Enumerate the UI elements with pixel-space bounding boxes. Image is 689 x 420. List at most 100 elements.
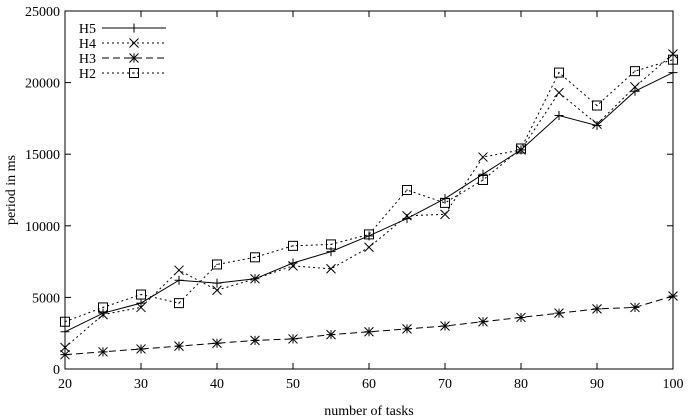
- data-point-h2-dot: [330, 243, 332, 246]
- data-point-h4: [440, 209, 450, 220]
- data-point-h2: [212, 259, 222, 270]
- data-point-h2: [402, 185, 412, 195]
- data-point-h3: [174, 341, 184, 351]
- data-point-h4: [554, 87, 564, 98]
- data-point-h3: [136, 344, 146, 354]
- data-point-h2-dot: [482, 179, 484, 181]
- series-line-h3: [64, 295, 674, 356]
- legend-marker-h3: [129, 53, 139, 63]
- data-point-h3: [326, 329, 336, 340]
- data-point-h3: [516, 312, 526, 323]
- data-point-h5: [212, 278, 222, 288]
- x-tick-label: 80: [514, 377, 528, 392]
- data-point-h3: [60, 349, 70, 360]
- data-point-h2: [136, 289, 146, 300]
- y-tick-label: 0: [53, 363, 60, 378]
- x-axis-label: number of tasks: [324, 404, 413, 419]
- data-point-h2-dot: [178, 302, 180, 304]
- data-point-h4: [250, 273, 260, 284]
- data-point-h3: [250, 335, 260, 346]
- data-point-h2-dot: [520, 147, 522, 150]
- data-point-h2: [326, 239, 336, 250]
- data-point-h2-dot: [254, 256, 256, 258]
- data-point-h3: [402, 324, 412, 334]
- data-point-h5: [174, 275, 184, 285]
- data-point-h2-dot: [596, 104, 598, 107]
- legend-label-h3: H3: [79, 52, 96, 67]
- legend-label-h5: H5: [79, 22, 96, 37]
- x-tick-label: 40: [210, 377, 224, 392]
- data-point-h2: [554, 67, 564, 78]
- data-point-h2: [174, 298, 184, 309]
- data-point-h2-dot: [368, 233, 370, 235]
- data-point-h2: [60, 316, 70, 327]
- x-tick-label: 50: [286, 377, 300, 392]
- data-point-h2-dot: [558, 71, 560, 74]
- data-point-h5: [554, 111, 564, 121]
- data-point-h5: [60, 327, 70, 337]
- data-point-h2: [440, 197, 450, 208]
- data-point-h4: [630, 82, 640, 92]
- data-point-h3: [364, 326, 374, 337]
- x-tick-label: 60: [362, 377, 376, 392]
- data-point-h3: [212, 338, 222, 349]
- data-point-h3: [98, 346, 108, 357]
- x-tick-label: 100: [663, 377, 684, 392]
- series-h4: [60, 49, 678, 353]
- y-tick-label: 20000: [25, 77, 60, 92]
- series-layer: [60, 49, 678, 360]
- data-point-h2-dot: [64, 321, 66, 323]
- plot-frame: [64, 10, 674, 370]
- data-point-h5: [98, 308, 108, 318]
- data-point-h5: [478, 169, 488, 179]
- data-point-h5: [630, 86, 640, 96]
- x-tick-label: 30: [134, 377, 148, 392]
- data-point-h4: [212, 285, 222, 296]
- data-point-h4: [326, 263, 336, 274]
- data-point-h3: [288, 334, 298, 344]
- data-point-h3: [478, 316, 488, 327]
- y-tick-label: 10000: [25, 220, 60, 235]
- data-point-h4: [136, 302, 146, 313]
- data-point-h3: [668, 291, 678, 301]
- x-tick-label: 20: [58, 377, 72, 392]
- legend-label-h4: H4: [79, 37, 96, 52]
- data-point-h3: [554, 308, 564, 319]
- data-point-h2: [478, 174, 488, 185]
- x-tick-label: 90: [590, 377, 604, 392]
- data-point-h2-dot: [444, 202, 446, 204]
- legend-marker-h2-dot: [133, 72, 135, 74]
- data-point-h2: [250, 252, 260, 263]
- data-point-h3: [630, 302, 640, 313]
- data-point-h4: [478, 152, 488, 162]
- legend-marker-h4: [129, 38, 139, 48]
- y-axis-label: period in ms: [4, 155, 19, 225]
- data-point-h2-dot: [140, 293, 142, 296]
- data-point-h5: [136, 298, 146, 308]
- data-point-h2-dot: [102, 306, 104, 309]
- series-line-h5: [64, 72, 674, 333]
- data-point-h2-dot: [406, 189, 408, 191]
- data-point-h5: [668, 68, 678, 78]
- data-point-h2: [364, 229, 374, 240]
- data-point-h2: [630, 66, 640, 77]
- y-tick-label: 15000: [25, 148, 60, 163]
- data-point-h3: [592, 304, 602, 314]
- x-tick-label: 70: [438, 377, 452, 392]
- data-point-h4: [402, 210, 412, 221]
- data-point-h4: [592, 119, 602, 129]
- data-point-h4: [364, 242, 374, 253]
- data-point-h4: [60, 342, 70, 353]
- legend-marker-h2: [129, 68, 139, 78]
- data-point-h2: [288, 240, 298, 251]
- y-tick-label: 5000: [32, 291, 60, 306]
- data-point-h3: [440, 321, 450, 331]
- y-tick-label: 25000: [25, 5, 60, 20]
- data-point-h2: [516, 143, 526, 154]
- data-point-h2: [98, 302, 108, 313]
- data-point-h2-dot: [216, 263, 218, 266]
- axis-ticks: 20 30 40 50 60 70 80 90 100 0 5000 10000 15000 20000 2…: [25, 5, 684, 392]
- data-point-h2-dot: [292, 245, 294, 247]
